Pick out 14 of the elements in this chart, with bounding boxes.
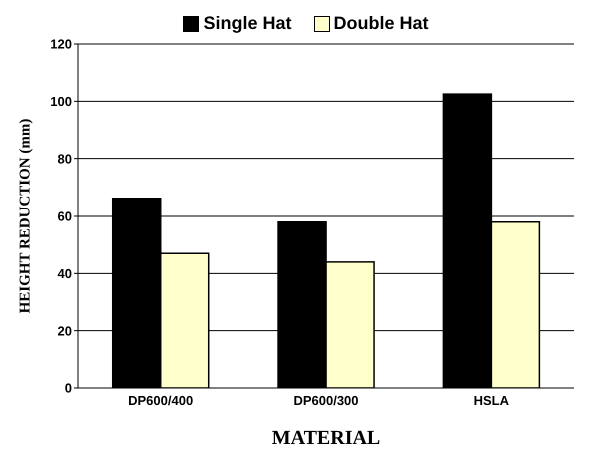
y-tick-label: 60 (58, 208, 72, 224)
y-tick-label: 0 (64, 380, 72, 396)
y-tick-label: 80 (58, 151, 72, 166)
x-axis-title: MATERIAL (272, 427, 380, 450)
x-tick-label: DP600/400 (128, 393, 194, 408)
y-tick-label: 20 (58, 323, 72, 338)
y-axis-title: HEIGHT REDUCTION (mm) (17, 118, 34, 314)
legend-label: Single Hat (202, 13, 292, 34)
x-tick-label: DP600/300 (293, 393, 359, 408)
x-tick-label: HSLA (474, 393, 510, 408)
y-tick-label: 100 (50, 94, 72, 109)
legend-label: Double Hat (332, 13, 429, 34)
y-tick-label: 40 (58, 266, 72, 281)
y-tick-label: 120 (50, 36, 72, 52)
